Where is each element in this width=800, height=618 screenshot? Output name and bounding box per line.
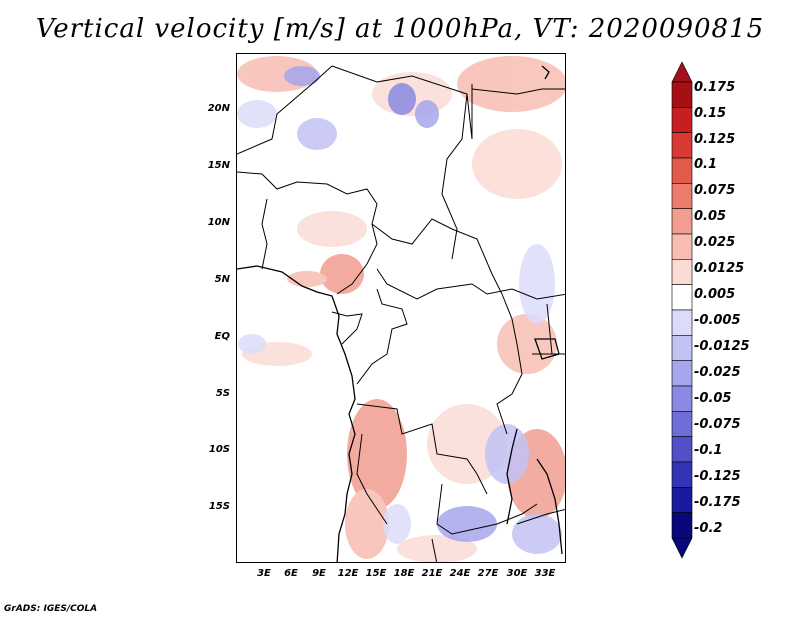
- border-niger-nigeria: [237, 171, 378, 225]
- colorbar-box: [671, 411, 693, 437]
- lat-label-20n: 20N: [207, 103, 230, 114]
- border-congo-drc: [356, 288, 408, 385]
- lon-label-33e: 33E: [534, 568, 556, 579]
- colorbar-label-0.175: 0.175: [694, 80, 736, 95]
- lake-victoria: [534, 338, 560, 360]
- colorbar-label-neg0.05: -0.05: [694, 391, 732, 406]
- lon-label-9e: 9E: [312, 568, 326, 579]
- colorbar-box: [671, 81, 693, 108]
- colorbar-box: [671, 157, 693, 184]
- border-algeria-niger: [237, 65, 333, 155]
- lat-label-15s: 15S: [208, 501, 230, 512]
- border-egypt-north: [471, 88, 565, 95]
- lon-label-30e: 30E: [506, 568, 528, 579]
- colorbar-label-neg0.125: -0.125: [694, 469, 741, 484]
- border-drc-east: [496, 293, 523, 435]
- lake-malawi: [536, 458, 563, 555]
- lon-label-6e: 6E: [284, 568, 298, 579]
- colorbar-box: [671, 259, 693, 285]
- colorbar-box: [671, 360, 693, 387]
- border-benin: [261, 198, 268, 270]
- colorbar-bottom-arrow: [671, 537, 693, 559]
- lon-label-3e: 3E: [257, 568, 271, 579]
- colorbar-label-0.05: 0.05: [694, 209, 727, 224]
- border-libya-chad: [331, 65, 468, 260]
- colorbar-label-neg0.175: -0.175: [694, 495, 741, 510]
- red-sea-coast: [541, 65, 550, 80]
- colorbar-box: [671, 309, 693, 336]
- colorbar-label-0.125: 0.125: [694, 132, 736, 147]
- lat-label-5n: 5N: [214, 274, 230, 285]
- west-african-coast: [237, 265, 356, 562]
- lat-label-eq: EQ: [214, 331, 230, 342]
- colorbar-label-0.025: 0.025: [694, 235, 736, 250]
- colorbar-label-neg0.025: -0.025: [694, 365, 741, 380]
- colorbar-label-0.1: 0.1: [694, 157, 718, 172]
- border-namibia: [431, 538, 438, 562]
- colorbar-box: [671, 183, 693, 209]
- lon-label-18e: 18E: [393, 568, 415, 579]
- colorbar: [671, 61, 693, 559]
- colorbar-box: [671, 512, 693, 539]
- lon-label-24e: 24E: [449, 568, 471, 579]
- colorbar-label-neg0.0125: -0.0125: [694, 339, 750, 354]
- border-cameroon: [336, 223, 378, 295]
- colorbar-label-neg0.005: -0.005: [694, 313, 741, 328]
- border-gabon: [331, 311, 363, 345]
- colorbar-boxes: [671, 61, 693, 559]
- colorbar-box: [671, 132, 693, 159]
- border-tanzania-south: [516, 508, 565, 525]
- border-car-drc: [376, 268, 565, 300]
- colorbar-label-neg0.1: -0.1: [694, 443, 723, 458]
- lat-label-15n: 15N: [207, 160, 230, 171]
- grads-credit: GrADS: IGES/COLA: [4, 604, 98, 614]
- colorbar-box: [671, 284, 693, 311]
- colorbar-label-neg0.075: -0.075: [694, 417, 741, 432]
- colorbar-box: [671, 233, 693, 260]
- colorbar-box: [671, 461, 693, 488]
- map-panel: [236, 53, 566, 563]
- map-title: Vertical velocity [m/s] at 1000hPa, VT: …: [35, 14, 765, 44]
- colorbar-label-0.0125: 0.0125: [694, 261, 745, 276]
- border-egypt-sudan: [466, 84, 473, 140]
- colorbar-box: [671, 107, 693, 133]
- lat-label-5s: 5S: [215, 388, 230, 399]
- colorbar-top-arrow: [671, 61, 693, 83]
- country-boundaries: [237, 65, 565, 562]
- lat-label-10s: 10S: [208, 444, 230, 455]
- border-angola-drc: [356, 403, 488, 495]
- lat-label-10n: 10N: [207, 217, 230, 228]
- colorbar-label-0.15: 0.15: [694, 106, 727, 121]
- colorbar-label-0.005: 0.005: [694, 287, 736, 302]
- colorbar-label-neg0.2: -0.2: [694, 521, 723, 536]
- lon-label-27e: 27E: [477, 568, 499, 579]
- colorbar-box: [671, 487, 693, 513]
- vertical-velocity-field: [237, 54, 565, 562]
- colorbar-label-0.075: 0.075: [694, 183, 736, 198]
- border-zambia: [436, 483, 538, 535]
- lon-label-21e: 21E: [421, 568, 443, 579]
- noise-texture: [237, 54, 565, 562]
- lake-tanganyika: [506, 428, 518, 525]
- colorbar-box: [671, 436, 693, 463]
- border-car-south: [371, 218, 503, 295]
- colorbar-box: [671, 335, 693, 361]
- lon-label-15e: 15E: [365, 568, 387, 579]
- colorbar-box: [671, 208, 693, 235]
- border-east: [546, 303, 553, 355]
- colorbar-box: [671, 385, 693, 412]
- lon-label-12e: 12E: [337, 568, 359, 579]
- coastline: [237, 65, 563, 562]
- border-angola-inner: [356, 433, 388, 525]
